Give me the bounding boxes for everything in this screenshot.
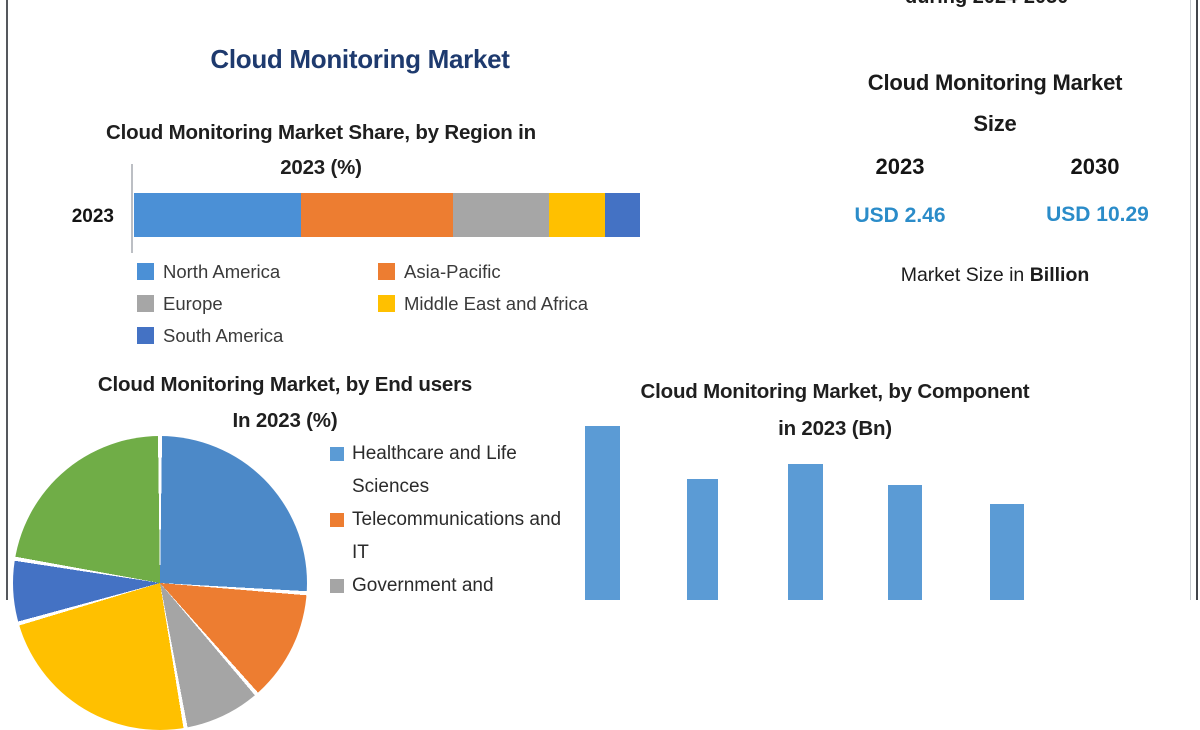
market-size-value-2030: USD 10.29 bbox=[1046, 203, 1149, 226]
component-bar-1 bbox=[585, 426, 620, 600]
legend-label: Telecommunications and IT bbox=[352, 509, 562, 563]
endusers-chart-title: Cloud Monitoring Market, by End users In… bbox=[35, 367, 535, 439]
region-legend-item-asia-pacific: Asia-Pacific bbox=[378, 262, 501, 282]
region-legend-item-europe: Europe bbox=[137, 294, 223, 314]
legend-swatch-government bbox=[330, 579, 344, 593]
market-size-caption: Market Size in Billion bbox=[830, 264, 1160, 287]
endusers-chart-title-line1: Cloud Monitoring Market, by End users bbox=[97, 373, 473, 396]
infographic-canvas: { "page": { "main_title": "Cloud Monitor… bbox=[6, 0, 1200, 730]
component-bar-3 bbox=[788, 464, 823, 600]
region-chart-axis-line bbox=[131, 164, 133, 253]
endusers-legend-item-government: Government and bbox=[330, 569, 570, 602]
partial-top-text: during 2024-2030 bbox=[905, 0, 1200, 9]
main-title: Cloud Monitoring Market bbox=[210, 44, 510, 74]
endusers-legend-item-telecommunications: Telecommunications and IT bbox=[330, 503, 570, 569]
region-chart-title: Cloud Monitoring Market Share, by Region… bbox=[70, 115, 572, 185]
endusers-pie bbox=[13, 436, 307, 730]
right-border-line-light bbox=[1190, 0, 1191, 600]
right-border-line-dark bbox=[1196, 0, 1198, 600]
legend-label: North America bbox=[163, 261, 281, 282]
legend-label: Europe bbox=[163, 293, 223, 314]
component-bar-2 bbox=[687, 479, 718, 600]
component-bar-5 bbox=[990, 504, 1024, 600]
legend-label: Healthcare and Life Sciences bbox=[352, 443, 517, 497]
endusers-chart-title-line2: In 2023 (%) bbox=[232, 409, 338, 432]
region-chart-title-line1: Cloud Monitoring Market Share, by Region… bbox=[106, 121, 536, 144]
legend-label: Middle East and Africa bbox=[404, 293, 589, 314]
region-legend-item-south-america: South America bbox=[137, 326, 283, 346]
market-size-year-2023: 2023 bbox=[875, 154, 925, 179]
legend-swatch-north-america bbox=[137, 263, 154, 280]
region-bar-segment-asia-pacific bbox=[300, 193, 453, 237]
component-chart-title: Cloud Monitoring Market, by Component in… bbox=[610, 373, 1060, 447]
legend-label: Government and bbox=[352, 575, 494, 596]
region-chart-axis-label: 2023 bbox=[71, 206, 114, 227]
market-size-title: Cloud Monitoring Market Size bbox=[820, 62, 1170, 144]
legend-label: Asia-Pacific bbox=[404, 261, 501, 282]
legend-swatch-telecommunications bbox=[330, 513, 344, 527]
region-stacked-bar bbox=[134, 193, 640, 237]
legend-swatch-asia-pacific bbox=[378, 263, 395, 280]
legend-swatch-south-america bbox=[137, 327, 154, 344]
legend-swatch-europe bbox=[137, 295, 154, 312]
caption-regular: Market Size in bbox=[900, 264, 1030, 286]
region-legend-item-north-america: North America bbox=[137, 262, 280, 282]
endusers-legend-item-healthcare: Healthcare and Life Sciences bbox=[330, 437, 570, 503]
legend-label: South America bbox=[163, 325, 284, 346]
legend-swatch-healthcare bbox=[330, 447, 344, 461]
market-size-title-line1: Cloud Monitoring Market bbox=[867, 70, 1123, 95]
region-legend-item-middle-east-and-africa: Middle East and Africa bbox=[378, 294, 588, 314]
component-chart-title-line1: Cloud Monitoring Market, by Component bbox=[640, 380, 1030, 403]
component-chart-title-line2: in 2023 (Bn) bbox=[778, 417, 892, 440]
market-size-title-line2: Size bbox=[973, 111, 1017, 136]
market-size-value-2023: USD 2.46 bbox=[854, 204, 946, 227]
region-bar-segment-south-america bbox=[604, 193, 640, 237]
region-bar-segment-europe bbox=[452, 193, 549, 237]
caption-bold: Billion bbox=[1029, 264, 1090, 286]
market-size-year-2030: 2030 bbox=[1070, 154, 1120, 179]
legend-swatch-middle-east-and-africa bbox=[378, 295, 395, 312]
region-chart-title-line2: 2023 (%) bbox=[280, 156, 362, 179]
region-bar-segment-north-america bbox=[134, 193, 301, 237]
region-bar-segment-middle-east-and-africa bbox=[548, 193, 605, 237]
component-bar-4 bbox=[888, 485, 922, 600]
left-border-line bbox=[6, 0, 8, 600]
